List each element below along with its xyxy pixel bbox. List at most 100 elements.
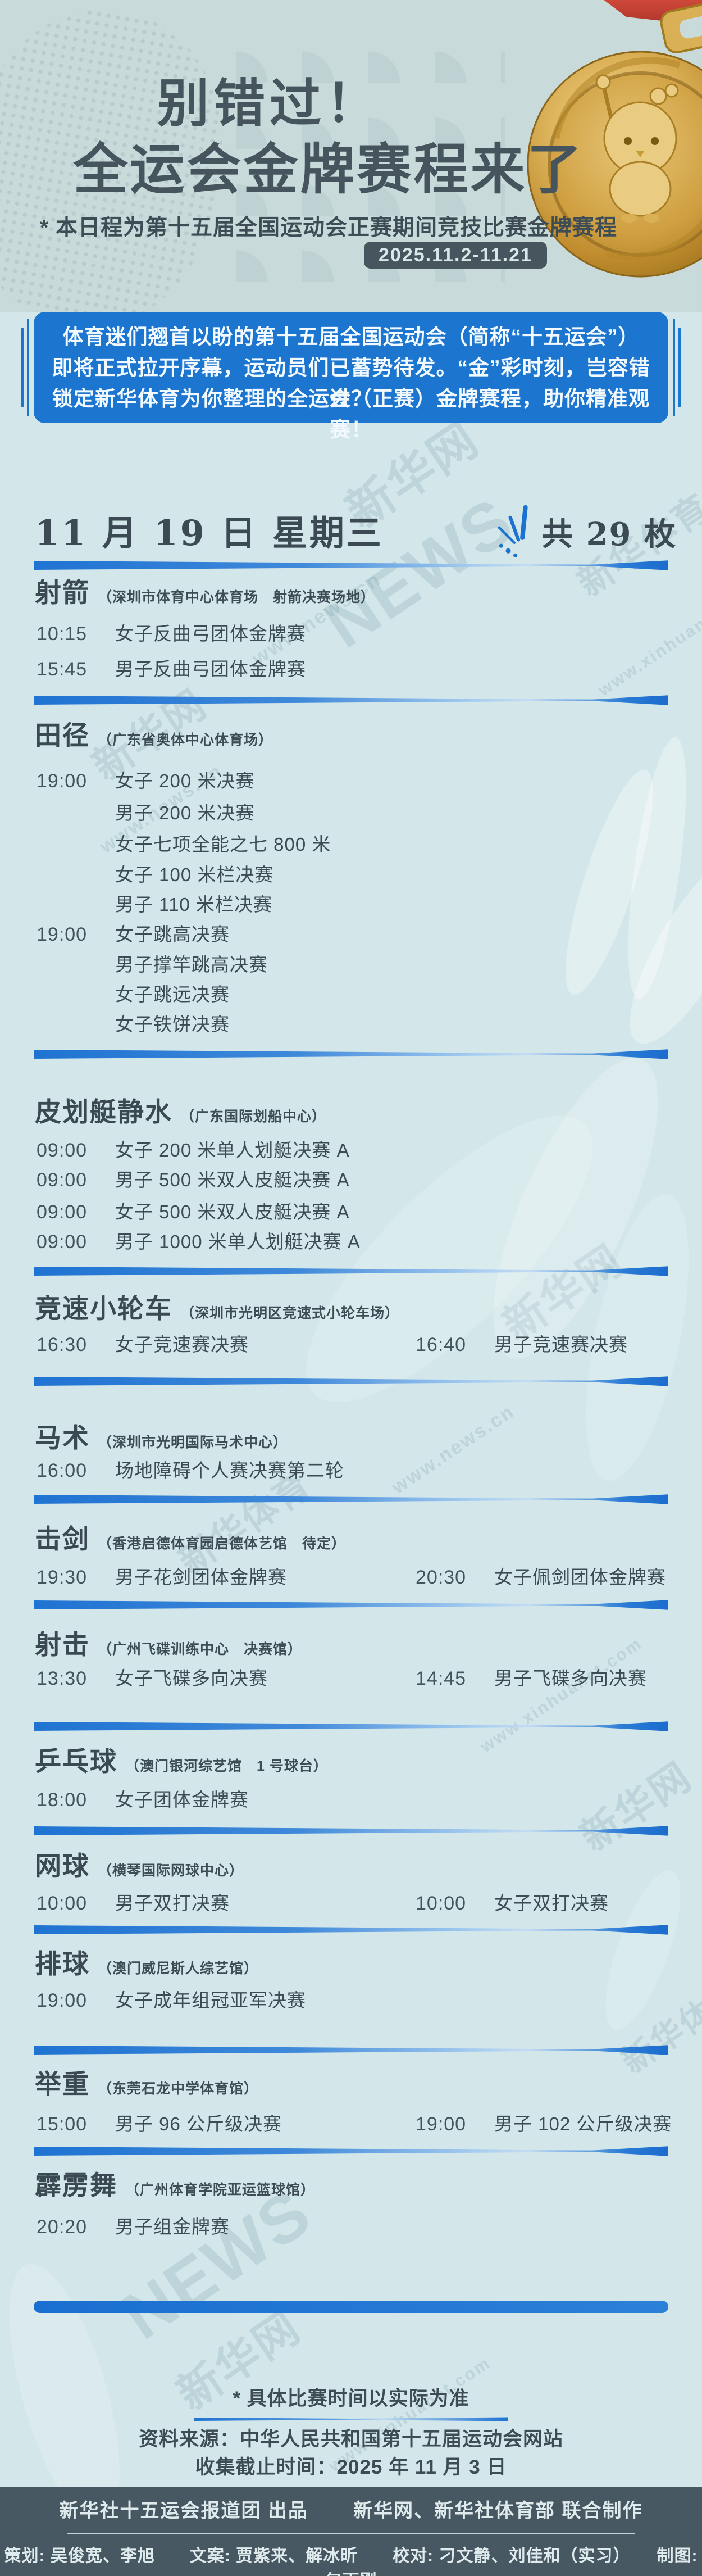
section-divider xyxy=(34,2045,668,2055)
event-time: 19:00 xyxy=(37,1990,88,2011)
event-row: 女子 100 米栏决赛 xyxy=(37,859,680,891)
event-time: 15:00 xyxy=(37,2114,88,2135)
section-name: 霹雳舞 xyxy=(35,2170,117,2201)
event-name: 女子双打决赛 xyxy=(494,1893,609,1913)
intro-accent-line xyxy=(21,328,24,407)
section-header-weightlifting: 举重 （东莞石龙中学体育馆） xyxy=(35,2062,258,2104)
footer-source: 资料来源：中华人民共和国第十五届运动会网站 xyxy=(138,2428,563,2450)
event-time: 19:30 xyxy=(37,1567,88,1588)
medal-total: 共 29 枚 xyxy=(493,504,677,560)
producer-line: 新华社十五运会报道团 出品 新华网、新华社体育部 联合制作 xyxy=(0,2495,702,2523)
section-venue: （广州飞碟训练中心 决赛馆） xyxy=(98,1641,303,1657)
section-venue: （澳门银河综艺馆 1 号球台） xyxy=(125,1758,328,1774)
closing-bar xyxy=(34,2301,668,2313)
medal-mascot xyxy=(595,74,679,223)
event-name: 女子团体金牌赛 xyxy=(115,1789,249,1810)
event-row: 19:00 女子 200 米决赛 xyxy=(37,765,680,797)
event-name: 场地障碍个人赛决赛第二轮 xyxy=(115,1460,344,1481)
section-divider xyxy=(34,2146,668,2156)
event-time: 16:40 xyxy=(416,1334,467,1355)
intro-line: 锁定新华体育为你整理的全运会（正赛）金牌赛程，助你精准观赛！ xyxy=(52,387,650,441)
footer-note: * 具体比赛时间以实际为准 xyxy=(233,2388,469,2410)
hero-header: 别错过！ 全运会金牌赛程来了 * 本日程为第十五届全国运动会正赛期间竞技比赛金牌… xyxy=(0,0,702,312)
section-divider xyxy=(34,1600,668,1610)
section-venue: （广东国际划船中心） xyxy=(180,1109,327,1124)
event-time: 20:20 xyxy=(37,2216,88,2238)
spark-icon xyxy=(498,505,528,557)
section-header-bmx-racing: 竞速小轮车 （深圳市光明区竞速式小轮车场） xyxy=(35,1287,399,1328)
medal-clasp xyxy=(660,0,702,54)
event-row: 09:00 女子 500 米双人皮艇决赛 A xyxy=(37,1196,680,1228)
event-time: 10:00 xyxy=(37,1893,88,1914)
section-divider xyxy=(34,1494,668,1504)
intro-accent-line xyxy=(27,319,29,416)
event-name: 男子花剑团体金牌赛 xyxy=(115,1567,287,1588)
credits-line: 策划: 吴俊宽、李旭 文案: 贾紫来、解冰昕 校对: 刁文静、刘佳和（实习） 制… xyxy=(4,2547,698,2576)
section-name: 排球 xyxy=(35,1949,90,1980)
section-divider xyxy=(34,1266,668,1276)
section-venue: （深圳市体育中心体育场 射箭决赛场地） xyxy=(98,589,376,605)
section-name: 射击 xyxy=(35,1630,90,1661)
event-name: 女子跳远决赛 xyxy=(115,984,230,1005)
event-name: 女子 500 米双人皮艇决赛 A xyxy=(115,1201,350,1222)
event-row: 20:20 男子组金牌赛 xyxy=(37,2211,680,2243)
event-row: 13:30 女子飞碟多向决赛 14:45 男子飞碟多向决赛 xyxy=(37,1663,680,1694)
section-header-canoe-sprint: 皮划艇静水 （广东国际划船中心） xyxy=(35,1090,326,1132)
event-name: 男子 1000 米单人划艇决赛 A xyxy=(115,1231,361,1252)
day-heading: 11 月 19 日 星期三 xyxy=(35,513,384,554)
event-name: 女子七项全能之七 800 米 xyxy=(115,834,331,855)
credits-divider xyxy=(67,2533,635,2534)
producer-right: 新华网、新华社体育部 联合制作 xyxy=(353,2500,643,2521)
event-row: 男子 110 米栏决赛 xyxy=(37,889,680,920)
event-row: 09:00 男子 1000 米单人划艇决赛 A xyxy=(37,1226,680,1258)
section-name: 乒乓球 xyxy=(35,1747,117,1777)
event-row: 15:45 男子反曲弓团体金牌赛 xyxy=(37,654,680,685)
section-divider xyxy=(34,695,668,705)
footer-deadline: 收集截止时间：2025 年 11 月 3 日 xyxy=(195,2456,507,2478)
section-name: 竞速小轮车 xyxy=(35,1294,172,1325)
event-time: 09:00 xyxy=(37,1201,88,1223)
section-divider xyxy=(34,1376,668,1386)
event-row: 16:30 女子竞速赛决赛 16:40 男子竞速赛决赛 xyxy=(37,1329,680,1360)
date-range-badge: 2025.11.2-11.21 xyxy=(364,242,547,269)
section-header-archery: 射箭 （深圳市体育中心体育场 射箭决赛场地） xyxy=(35,571,375,613)
event-name: 男子 500 米双人皮艇决赛 A xyxy=(115,1169,350,1190)
event-row: 19:00 女子成年组冠亚军决赛 xyxy=(37,1985,680,2016)
event-row: 女子铁饼决赛 xyxy=(37,1009,680,1040)
section-header-tennis: 网球 （横琴国际网球中心） xyxy=(35,1844,244,1886)
event-name: 女子跳高决赛 xyxy=(115,924,230,945)
event-time: 10:15 xyxy=(37,623,88,645)
gold-medal-illustration xyxy=(527,0,702,278)
event-time: 10:00 xyxy=(416,1893,467,1914)
event-time: 20:30 xyxy=(416,1567,467,1588)
section-venue: （澳门威尼斯人综艺馆） xyxy=(98,1961,259,1976)
event-name: 男子 96 公斤级决赛 xyxy=(115,2114,282,2134)
event-row: 10:00 男子双打决赛 10:00 女子双打决赛 xyxy=(37,1888,680,1919)
event-time: 09:00 xyxy=(37,1231,88,1253)
event-time: 19:00 xyxy=(37,924,88,945)
intro-line: 体育迷们翘首以盼的第十五届全国运动会（简称“十五运会”） xyxy=(62,325,640,348)
event-name: 女子佩剑团体金牌赛 xyxy=(494,1567,666,1588)
footer-credits-bar: 新华社十五运会报道团 出品 新华网、新华社体育部 联合制作 策划: 吴俊宽、李旭 … xyxy=(0,2487,702,2576)
event-row: 19:30 男子花剑团体金牌赛 20:30 女子佩剑团体金牌赛 xyxy=(37,1562,680,1593)
section-venue: （深圳市光明国际马术中心） xyxy=(98,1435,288,1450)
event-name: 男子 110 米栏决赛 xyxy=(115,894,272,915)
section-name: 网球 xyxy=(35,1851,90,1882)
section-divider xyxy=(34,1049,668,1059)
event-name: 男子竞速赛决赛 xyxy=(494,1334,628,1355)
event-name: 女子 200 米单人划艇决赛 A xyxy=(115,1140,350,1160)
event-row: 男子 200 米决赛 xyxy=(37,797,680,829)
event-time: 18:00 xyxy=(37,1789,88,1811)
section-venue: （广东省奥体中心体育场） xyxy=(98,732,273,748)
section-header-table-tennis: 乒乓球 （澳门银河综艺馆 1 号球台） xyxy=(35,1740,328,1781)
event-row: 女子跳远决赛 xyxy=(37,979,680,1010)
section-name: 马术 xyxy=(35,1423,90,1454)
section-header-breaking: 霹雳舞 （广州体育学院亚运篮球馆） xyxy=(35,2164,315,2205)
section-name: 举重 xyxy=(35,2069,90,2100)
section-venue: （香港启德体育园启德体艺馆 待定） xyxy=(98,1536,347,1552)
event-name: 女子反曲弓团体金牌赛 xyxy=(115,623,306,644)
event-row: 男子撑竿跳高决赛 xyxy=(37,949,680,981)
event-time: 09:00 xyxy=(37,1140,88,1161)
event-name: 女子 100 米栏决赛 xyxy=(115,864,274,885)
section-header-equestrian: 马术 （深圳市光明国际马术中心） xyxy=(35,1416,288,1458)
